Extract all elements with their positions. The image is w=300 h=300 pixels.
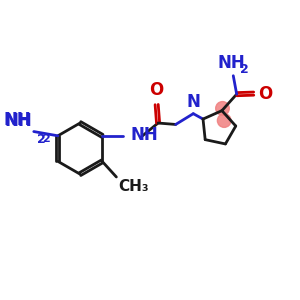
Text: CH₃: CH₃	[118, 179, 148, 194]
Text: O: O	[258, 85, 272, 103]
Text: 2: 2	[37, 133, 45, 146]
Text: 2: 2	[239, 63, 248, 76]
Text: NH: NH	[130, 126, 158, 144]
Circle shape	[218, 114, 231, 128]
Circle shape	[216, 102, 229, 115]
Text: N: N	[187, 93, 200, 111]
Text: NH: NH	[218, 54, 246, 72]
Text: O: O	[149, 82, 164, 100]
Text: NH: NH	[4, 111, 31, 129]
Text: NH: NH	[4, 112, 32, 130]
Text: 2: 2	[42, 134, 50, 144]
